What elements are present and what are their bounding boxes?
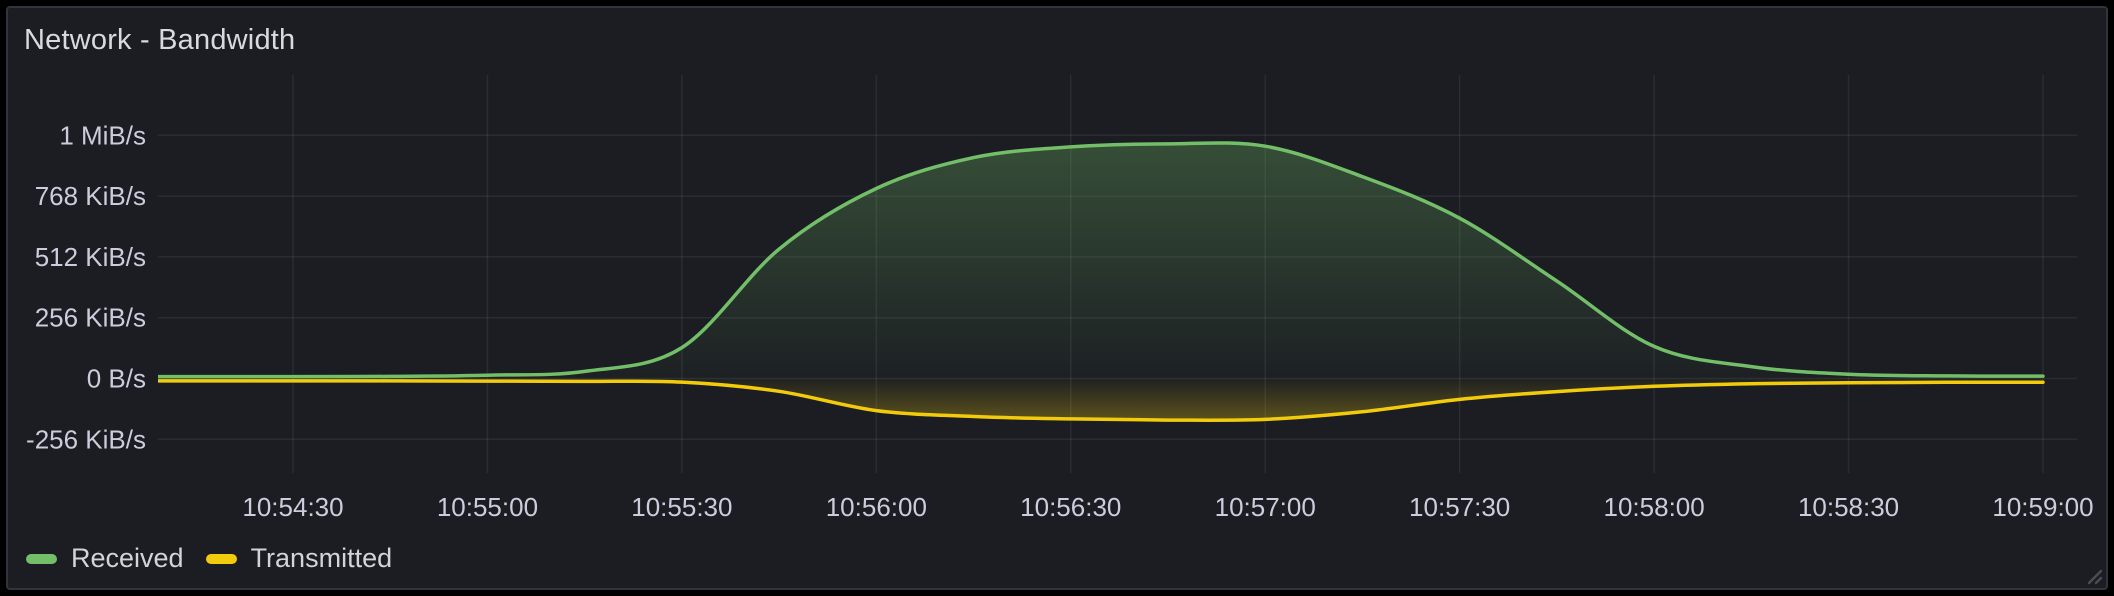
series-line-transmitted xyxy=(158,379,2045,422)
panel-header[interactable]: Network - Bandwidth xyxy=(8,8,2106,66)
y-tick-label: 768 KiB/s xyxy=(35,181,146,211)
transmitted-series-swatch-icon xyxy=(205,553,237,564)
axis-labels: 1 MiB/s 768 KiB/s 512 KiB/s 256 KiB/s 0 B/s -… xyxy=(26,120,2094,522)
y-tick-label: 512 KiB/s xyxy=(35,242,146,272)
y-tick-label: 0 B/s xyxy=(87,364,146,394)
x-tick-label: 10:54:30 xyxy=(242,492,343,522)
x-tick-label: 10:55:30 xyxy=(631,492,732,522)
panel-title: Network - Bandwidth xyxy=(24,24,296,56)
series-area-received xyxy=(158,142,2043,379)
panel-network-bandwidth: Network - Bandwidth 1 MiB/s 768 KiB/s 512 … xyxy=(6,6,2108,590)
x-tick-label: 10:58:00 xyxy=(1604,492,1705,522)
legend-label-transmitted: Transmitted xyxy=(250,543,393,573)
x-tick-label: 10:55:00 xyxy=(437,492,538,522)
panel-resize-handle[interactable] xyxy=(2080,562,2104,586)
received-series-swatch-icon xyxy=(26,553,57,564)
legend-item-transmitted[interactable]: Transmitted xyxy=(205,543,393,573)
y-tick-label: 1 MiB/s xyxy=(59,120,146,150)
legend: Received Transmitted xyxy=(26,545,392,572)
x-tick-label: 10:57:00 xyxy=(1215,492,1316,522)
x-tick-label: 10:56:30 xyxy=(1020,492,1121,522)
series-group xyxy=(158,141,2045,422)
chart-canvas: 1 MiB/s 768 KiB/s 512 KiB/s 256 KiB/s 0 B/s -… xyxy=(26,75,2094,522)
time-series-plot[interactable]: 1 MiB/s 768 KiB/s 512 KiB/s 256 KiB/s 0 B/s -… xyxy=(8,8,2106,588)
x-tick-label: 10:59:00 xyxy=(1992,492,2093,522)
x-tick-label: 10:58:30 xyxy=(1798,492,1899,522)
y-tick-label: 256 KiB/s xyxy=(35,303,146,333)
legend-item-received[interactable]: Received xyxy=(26,545,184,572)
x-tick-label: 10:57:30 xyxy=(1409,492,1510,522)
series-line-received xyxy=(158,141,2045,379)
y-tick-label: -256 KiB/s xyxy=(26,424,146,454)
legend-label-received: Received xyxy=(71,543,184,573)
x-tick-label: 10:56:00 xyxy=(826,492,927,522)
